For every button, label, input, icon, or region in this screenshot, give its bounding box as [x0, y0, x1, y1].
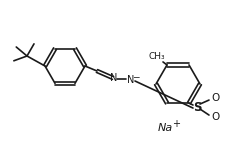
Text: S: S	[193, 101, 201, 114]
Text: CH₃: CH₃	[149, 52, 165, 61]
Text: N: N	[110, 73, 118, 83]
Text: O: O	[211, 112, 219, 122]
Text: +: +	[172, 119, 180, 129]
Text: O: O	[211, 93, 219, 103]
Text: −: −	[132, 73, 140, 81]
Text: Na: Na	[158, 123, 173, 133]
Text: N: N	[127, 75, 135, 85]
